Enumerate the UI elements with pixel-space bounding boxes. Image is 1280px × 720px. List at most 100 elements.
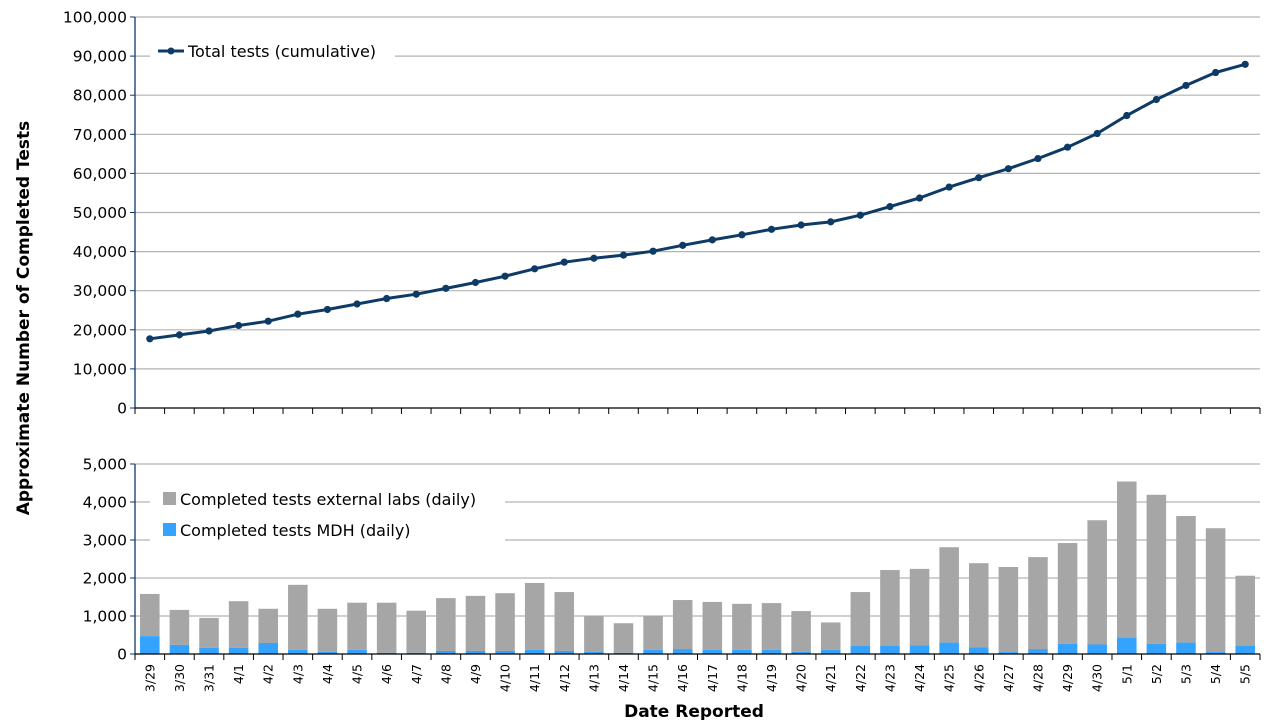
x-tick-label: 4/11 <box>527 664 542 692</box>
external-labs-bar <box>998 566 1019 653</box>
mdh-bar <box>524 649 545 654</box>
x-tick-label: 4/25 <box>942 664 957 692</box>
x-tick-label: 4/26 <box>971 664 986 692</box>
x-tick-label: 4/27 <box>1001 664 1016 692</box>
external-labs-bar <box>1087 520 1107 645</box>
mdh-bar <box>702 649 723 654</box>
mdh-bar <box>1176 642 1196 654</box>
data-point-marker <box>471 278 480 287</box>
mdh-bar <box>850 646 871 654</box>
external-labs-bar <box>613 623 634 653</box>
legend-background <box>150 482 505 544</box>
data-point-marker <box>708 236 716 244</box>
x-axis-tick-labels: 3/29 3/30 3/31 4/1 4/2 4/3 4/4 4/5 4/6 4/7 4/8 4/9 4… <box>142 664 1252 692</box>
y-tick-label: 40,000 <box>73 243 127 261</box>
external-labs-bar <box>436 598 456 651</box>
data-point-marker <box>590 254 598 262</box>
data-point-marker <box>975 174 983 182</box>
x-tick-label: 4/12 <box>557 664 572 692</box>
x-tick-label: 4/6 <box>379 664 394 684</box>
external-labs-legend-label: Completed tests external labs (daily) <box>180 490 476 509</box>
external-labs-bar <box>672 600 693 650</box>
data-point-marker <box>205 327 213 335</box>
y-tick-label: 10,000 <box>73 360 127 378</box>
mdh-bar <box>1235 645 1255 654</box>
stacked-bar-series <box>140 481 1255 654</box>
external-labs-bar <box>584 616 604 652</box>
y-tick-label: 80,000 <box>73 87 127 105</box>
x-tick-label: 3/29 <box>142 664 157 692</box>
x-tick-label: 4/16 <box>675 664 690 692</box>
y-tick-label: 4,000 <box>83 494 127 512</box>
mdh-bar <box>998 652 1019 654</box>
data-point-marker <box>353 300 361 308</box>
data-point-marker <box>146 335 154 343</box>
data-point-marker <box>323 305 332 314</box>
data-point-marker <box>1123 111 1131 120</box>
data-point-marker <box>797 221 805 229</box>
data-point-marker <box>945 183 953 191</box>
mdh-bar <box>228 647 249 654</box>
mdh-bar <box>732 649 752 654</box>
external-labs-bar <box>1146 494 1167 644</box>
x-tick-label: 4/19 <box>764 664 779 692</box>
x-tick-label: 4/28 <box>1031 664 1046 692</box>
mdh-bar <box>495 650 515 654</box>
mdh-bar <box>1117 637 1137 654</box>
bottom-chart-legend: Completed tests external labs (daily) Co… <box>150 482 505 544</box>
cumulative-line <box>149 62 1246 341</box>
external-labs-bar <box>1205 528 1226 653</box>
mdh-bar <box>643 649 663 654</box>
mdh-bar <box>584 651 604 654</box>
y-tick-label: 70,000 <box>73 126 127 144</box>
data-point-marker <box>294 310 302 318</box>
external-labs-bar <box>702 601 723 650</box>
x-tick-label: 5/3 <box>1179 664 1194 684</box>
y-tick-label: 60,000 <box>73 165 127 183</box>
x-tick-label: 4/23 <box>882 664 897 692</box>
mdh-bar <box>761 649 782 654</box>
mdh-bar <box>909 645 930 654</box>
x-tick-label: 4/8 <box>438 664 453 684</box>
y-tick-label: 0 <box>117 400 127 418</box>
x-tick-label: 4/5 <box>350 664 365 684</box>
data-point-marker <box>560 258 568 266</box>
data-point-marker <box>264 317 272 325</box>
mdh-bar <box>1057 643 1078 654</box>
external-labs-bar <box>169 609 190 645</box>
data-point-marker <box>915 194 924 202</box>
data-point-marker <box>531 265 539 273</box>
mdh-bar <box>1146 643 1167 654</box>
external-labs-bar <box>791 611 811 652</box>
cumulative-legend-label: Total tests (cumulative) <box>187 42 376 61</box>
external-labs-bar <box>258 608 278 643</box>
external-labs-bar <box>968 563 989 648</box>
data-point-marker <box>619 251 628 259</box>
y-tick-label: 0 <box>117 646 127 664</box>
data-point-marker <box>886 203 894 211</box>
external-labs-bar <box>909 568 930 646</box>
y-axis-title: Approximate Number of Completed Tests <box>14 121 34 516</box>
x-tick-label: 4/30 <box>1090 664 1105 692</box>
mdh-bar <box>554 650 575 654</box>
x-tick-label: 4/29 <box>1060 664 1075 692</box>
x-tick-label: 4/17 <box>705 664 720 692</box>
data-point-marker <box>501 272 509 280</box>
mdh-bar <box>791 651 811 654</box>
data-point-marker <box>1152 95 1160 104</box>
y-tick-label: 5,000 <box>83 456 127 474</box>
external-labs-bar <box>820 622 841 650</box>
external-labs-bar <box>199 617 219 648</box>
external-labs-bar <box>1235 575 1255 646</box>
x-tick-label: 5/4 <box>1208 664 1223 684</box>
external-labs-bar <box>643 616 663 650</box>
mdh-bar <box>672 649 693 654</box>
mdh-bar <box>258 642 278 654</box>
external-labs-bar <box>1057 543 1078 644</box>
x-tick-label: 4/9 <box>468 664 483 684</box>
mdh-bar <box>199 647 219 654</box>
x-tick-label: 4/14 <box>616 664 631 692</box>
y-tick-label: 30,000 <box>73 282 127 300</box>
mdh-bar <box>880 645 900 654</box>
